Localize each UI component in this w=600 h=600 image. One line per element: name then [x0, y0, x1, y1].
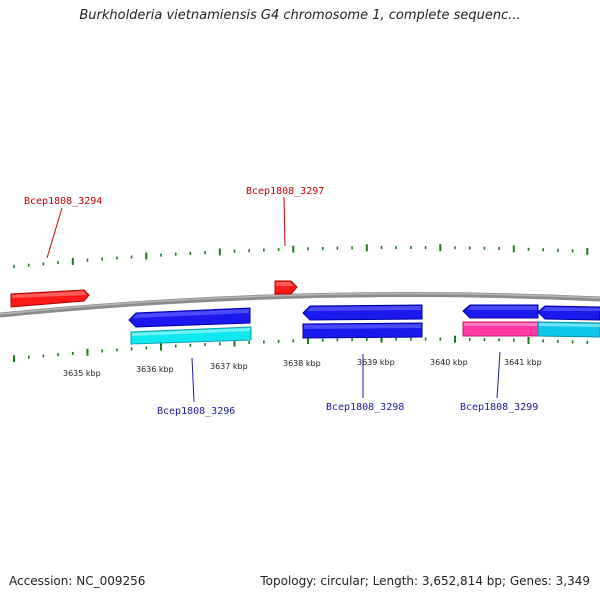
cds-feature-adjacent-reverse[interactable] — [537, 321, 600, 338]
gene-feature-bcep1808-3297[interactable] — [274, 280, 298, 295]
gene-label-bcep1808-3294[interactable]: Bcep1808_3294 — [24, 196, 102, 207]
scale-ticks-top — [13, 244, 589, 269]
scale-ticks-bottom — [13, 335, 589, 363]
gene-feature-bcep1808-3294[interactable] — [10, 289, 90, 308]
kbp-label-3639: 3639 kbp — [357, 358, 395, 367]
cds-feature-bcep1808-3299-highlight[interactable] — [462, 321, 539, 337]
leader-line-bcep1808-3299 — [496, 351, 501, 399]
sequence-title: Burkholderia vietnamiensis G4 chromosome… — [79, 8, 521, 23]
kbp-label-3635: 3635 kbp — [63, 369, 101, 378]
chromosome-backbone-highlight — [0, 292, 600, 315]
gene-feature-bcep1808-3296[interactable] — [128, 307, 251, 328]
leader-line-bcep1808-3296 — [191, 357, 195, 403]
gene-feature-bcep1808-3298[interactable] — [302, 304, 423, 321]
accession-label: Accession: NC_009256 — [9, 574, 146, 588]
leader-line-bcep1808-3294 — [46, 207, 63, 259]
leader-line-bcep1808-3297 — [283, 196, 286, 247]
cds-feature-bcep1808-3296[interactable] — [130, 326, 252, 345]
cds-feature-bcep1808-3298[interactable] — [302, 322, 423, 339]
chromosome-backbone — [0, 292, 600, 318]
gene-feature-adjacent-reverse[interactable] — [537, 305, 600, 321]
kbp-label-3641: 3641 kbp — [504, 358, 542, 367]
gene-label-bcep1808-3298[interactable]: Bcep1808_3298 — [326, 402, 404, 413]
gene-label-bcep1808-3299[interactable]: Bcep1808_3299 — [460, 402, 538, 413]
topology-summary: Topology: circular; Length: 3,652,814 bp… — [260, 574, 590, 588]
gene-feature-bcep1808-3299[interactable] — [462, 304, 539, 319]
gene-label-bcep1808-3296[interactable]: Bcep1808_3296 — [157, 406, 235, 417]
kbp-label-3637: 3637 kbp — [210, 362, 248, 371]
kbp-label-3636: 3636 kbp — [136, 365, 174, 374]
kbp-label-3640: 3640 kbp — [430, 358, 468, 367]
gene-label-bcep1808-3297[interactable]: Bcep1808_3297 — [246, 186, 324, 197]
kbp-label-3638: 3638 kbp — [283, 359, 321, 368]
